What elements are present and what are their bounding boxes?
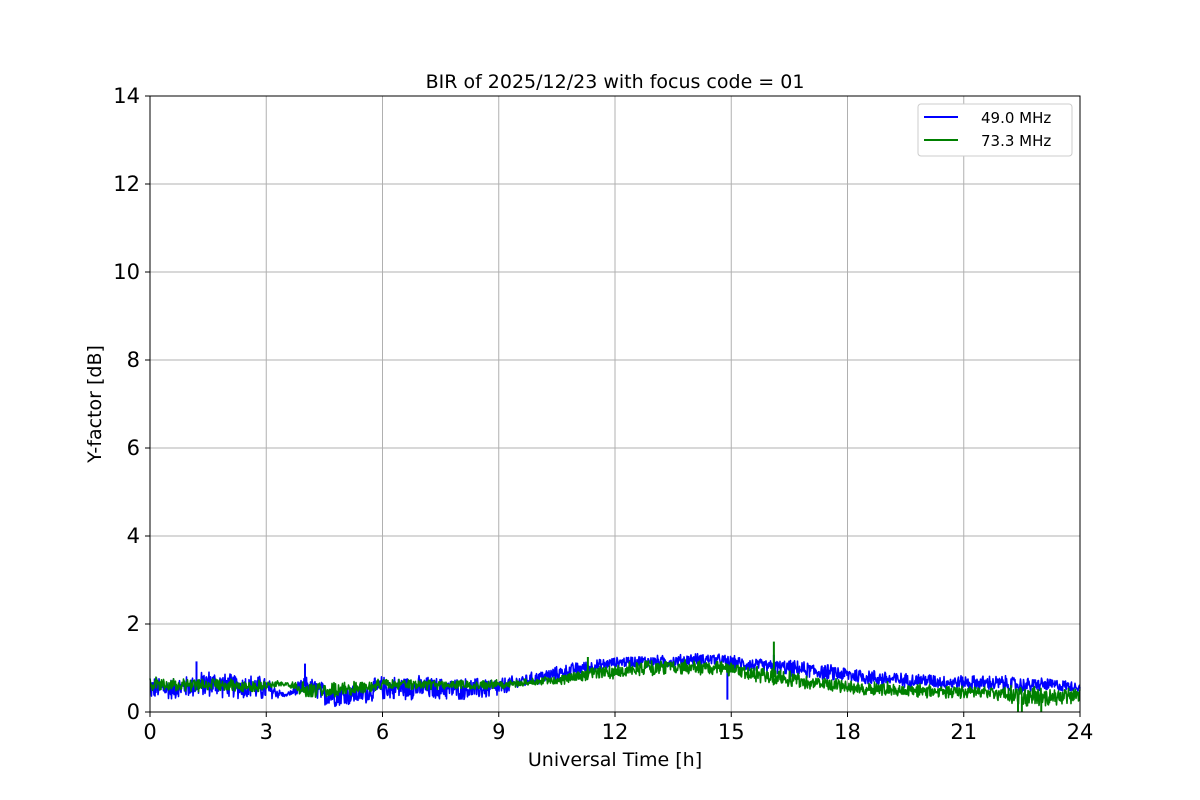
x-tick-label: 15 (718, 720, 745, 744)
grid-lines (150, 96, 1080, 712)
legend: 49.0 MHz 73.3 MHz (917, 103, 1073, 157)
y-tick-label: 10 (113, 260, 140, 284)
x-tick-label: 21 (950, 720, 977, 744)
x-tick-label: 3 (260, 720, 273, 744)
series-73-3-mhz (149, 641, 1081, 712)
x-tick-label: 0 (143, 720, 156, 744)
legend-label-73mhz: 73.3 MHz (981, 132, 1051, 150)
y-tick-label: 6 (127, 436, 140, 460)
x-tick-label: 18 (834, 720, 861, 744)
y-tick-label: 4 (127, 524, 140, 548)
x-tick-label: 6 (376, 720, 389, 744)
x-tick-label: 24 (1067, 720, 1094, 744)
y-axis-label: Y-factor [dB] (84, 345, 106, 464)
y-tick-label: 2 (127, 612, 140, 636)
y-tick-label: 8 (127, 348, 140, 372)
x-axis-label: Universal Time [h] (528, 749, 702, 771)
plot-series (149, 641, 1081, 712)
x-tick-label: 9 (492, 720, 505, 744)
chart-title: BIR of 2025/12/23 with focus code = 01 (426, 71, 805, 93)
y-tick-label: 14 (113, 84, 140, 108)
x-tick-label: 12 (602, 720, 629, 744)
legend-label-49mhz: 49.0 MHz (981, 109, 1051, 127)
y-tick-label: 0 (127, 700, 140, 724)
series-trace (149, 658, 1081, 707)
y-tick-label: 12 (113, 172, 140, 196)
